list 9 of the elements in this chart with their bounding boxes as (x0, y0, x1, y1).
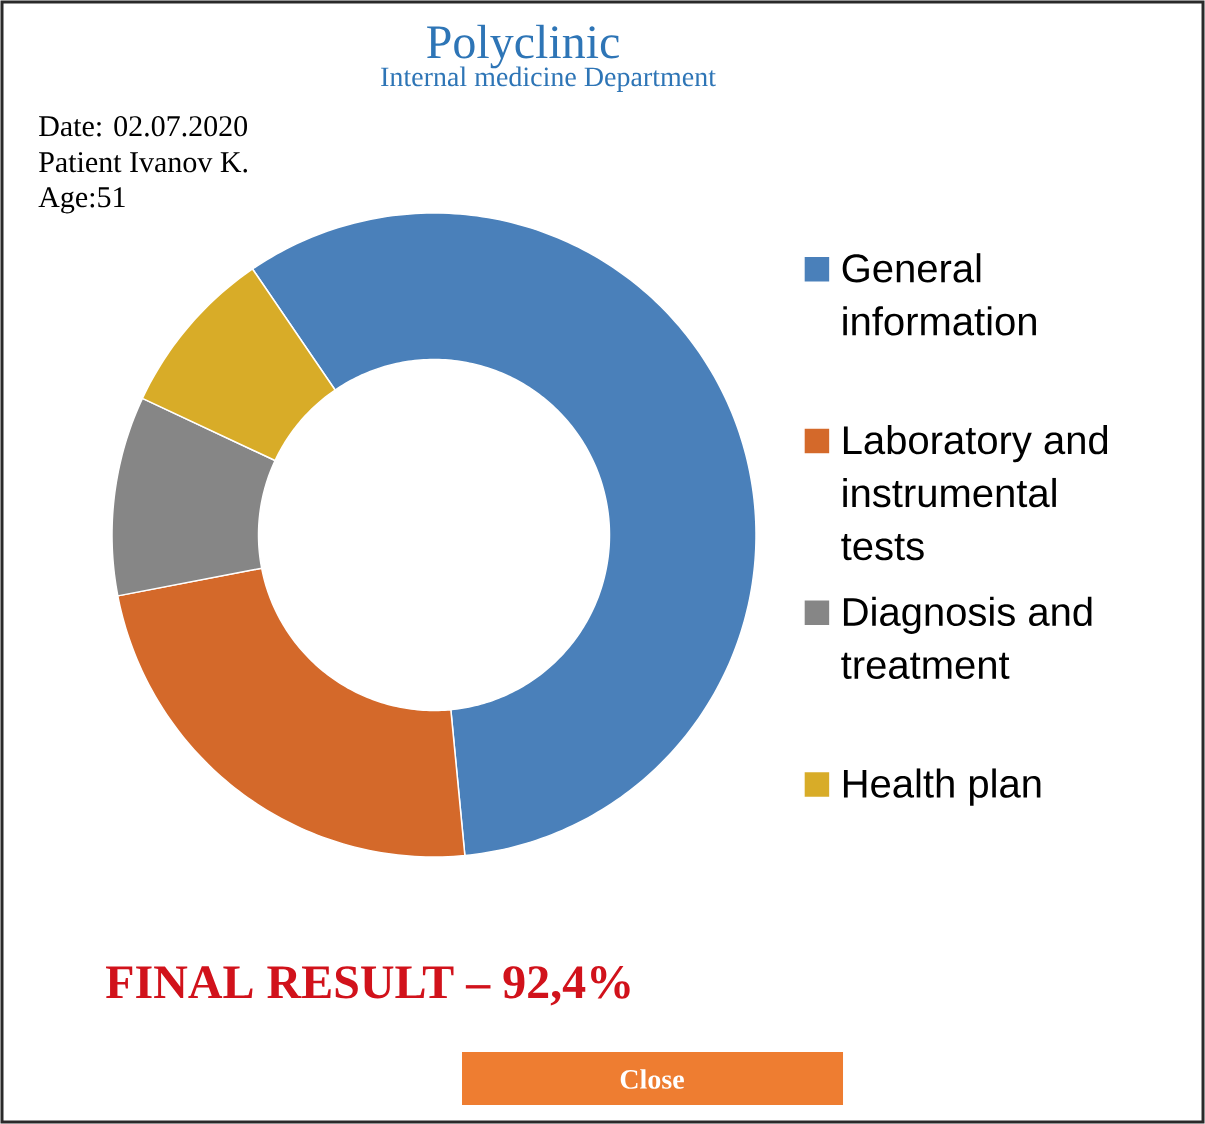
legend-label: General information (842, 253, 1036, 336)
text: Patient Ivanov K. (39, 152, 248, 173)
text: Close (620, 1069, 684, 1089)
text: Age:51 (38, 187, 125, 214)
text: FINAL RESULT – 92,4% (106, 966, 630, 1006)
legend-label: Diagnosis and treatment (841, 596, 1092, 680)
legend-label: Laboratory and instrumental tests (841, 424, 1108, 561)
text: Date: 02.07.2020 (39, 116, 248, 137)
legend-label: Health plan (843, 768, 1041, 806)
